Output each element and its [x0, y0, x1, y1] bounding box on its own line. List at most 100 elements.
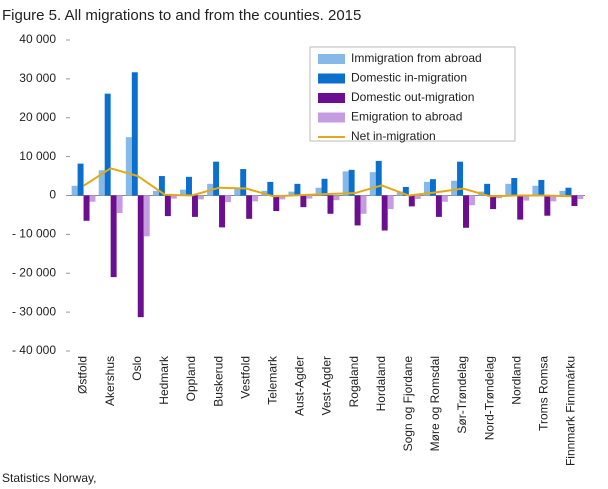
bar — [252, 195, 259, 202]
bar — [137, 195, 144, 318]
y-tick-label: 20 000 — [19, 110, 56, 124]
bar — [219, 195, 226, 228]
y-tick-label: 40 000 — [19, 32, 56, 46]
bar — [273, 195, 280, 212]
x-tick-label: Buskerud — [211, 356, 225, 407]
bar — [77, 163, 84, 196]
bar — [131, 72, 138, 196]
bar — [170, 195, 177, 199]
x-tick-label: Sør-Trøndelag — [455, 356, 469, 434]
bar — [517, 195, 524, 220]
bar — [306, 195, 313, 199]
bar — [267, 181, 274, 196]
bar — [164, 195, 171, 217]
y-tick-label: 10 000 — [19, 149, 56, 163]
y-tick-label: - 30 000 — [12, 304, 56, 318]
legend-swatch — [318, 54, 345, 64]
bar — [441, 195, 448, 202]
legend-label: Immigration from abroad — [351, 51, 482, 65]
bar — [468, 195, 475, 206]
y-tick-label: - 40 000 — [12, 343, 56, 357]
bar — [321, 178, 328, 196]
bar — [158, 176, 165, 196]
bar — [294, 183, 301, 196]
bar — [457, 161, 464, 196]
bar — [213, 161, 220, 196]
bar — [396, 191, 403, 196]
x-tick-label: Nordland — [509, 356, 523, 405]
line — [83, 167, 572, 198]
bar — [104, 93, 111, 196]
chart-title: Figure 5. All migrations to and from the… — [2, 7, 361, 24]
bar — [288, 191, 295, 196]
x-tick-label: Hordaland — [374, 356, 388, 411]
bar — [381, 195, 388, 231]
bar — [550, 195, 557, 202]
x-tick-label: Vest-Agder — [320, 356, 334, 415]
bar — [538, 179, 545, 196]
x-tick-label: Finnmark Finnmárku — [564, 356, 578, 466]
y-tick-label: - 20 000 — [12, 265, 56, 279]
bar — [402, 186, 409, 196]
bar — [71, 185, 78, 196]
bar — [532, 185, 539, 196]
x-tick-label: Akershus — [103, 356, 117, 406]
x-tick-label: Møre og Romsdal — [428, 356, 442, 451]
bar — [559, 190, 566, 196]
x-tick-label: Sogn og Fjordane — [401, 356, 415, 452]
bar — [125, 137, 132, 196]
bar — [451, 180, 458, 196]
legend-swatch — [318, 93, 345, 103]
bar — [225, 195, 232, 203]
x-tick-label: Rogaland — [347, 356, 361, 407]
bar — [186, 176, 192, 196]
bar — [279, 195, 286, 200]
bar — [429, 179, 436, 196]
bar — [387, 195, 394, 210]
bar — [348, 169, 355, 196]
bar — [511, 178, 518, 196]
bar — [197, 195, 204, 200]
bar — [408, 195, 415, 207]
legend-label: Emigration to abroad — [351, 110, 462, 124]
x-tick-label: Oslo — [130, 356, 144, 381]
bar — [315, 187, 322, 196]
bar — [246, 195, 253, 219]
x-tick-label: Nord-Trøndelag — [482, 356, 496, 440]
y-tick-label: 30 000 — [19, 71, 56, 85]
x-tick-label: Vestfold — [238, 356, 252, 399]
source: Statistics Norway, — [2, 471, 96, 485]
bar — [234, 187, 241, 196]
bar — [577, 195, 584, 199]
x-tick-label: Østfold — [76, 356, 90, 394]
bar — [463, 195, 469, 228]
bar — [565, 187, 572, 196]
bar — [354, 195, 361, 226]
legend-swatch — [318, 73, 345, 84]
x-tick-label: Telemark — [265, 355, 279, 405]
bar — [327, 195, 334, 214]
legend-label: Domestic out-migration — [351, 90, 474, 104]
bar — [523, 195, 530, 201]
x-tick-label: Oppland — [184, 356, 198, 401]
bar — [143, 195, 150, 237]
legend-swatch — [318, 112, 345, 123]
bar — [152, 190, 159, 196]
bar — [342, 171, 349, 196]
bar — [180, 189, 187, 196]
bar — [89, 195, 96, 202]
bar — [98, 170, 105, 196]
bar — [544, 195, 551, 216]
bar — [83, 195, 90, 221]
bar — [360, 195, 367, 214]
bar — [414, 195, 421, 199]
bar — [333, 195, 340, 201]
x-tick-label: Hedmark — [157, 355, 171, 405]
bar — [375, 160, 382, 196]
x-tick-label: Aust-Agder — [293, 356, 307, 416]
bar — [240, 169, 247, 196]
bar — [490, 195, 497, 210]
bar — [423, 181, 430, 196]
x-tick-label: Troms Romsa — [537, 356, 551, 431]
